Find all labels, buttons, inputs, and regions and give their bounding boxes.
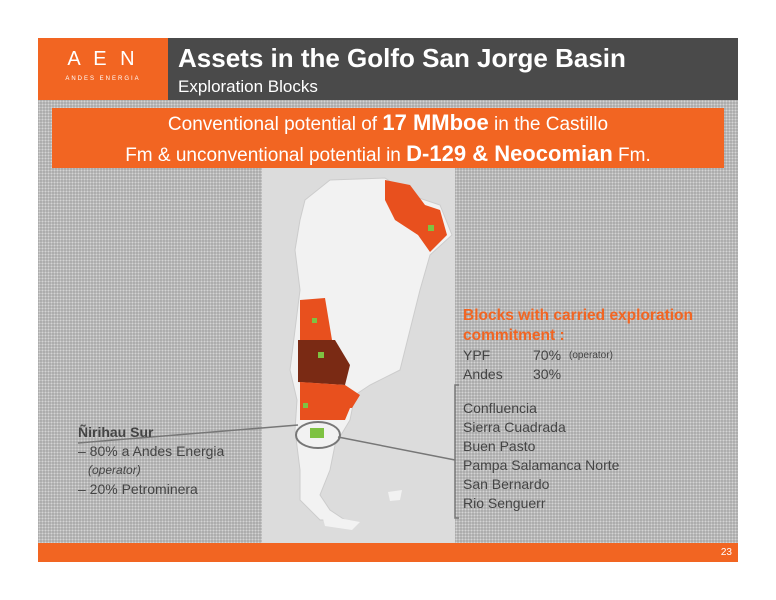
banner: Conventional potential of 17 MMboe in th… xyxy=(52,108,724,168)
blocks-heading: Blocks with carried exploration commitme… xyxy=(463,307,693,344)
header: Assets in the Golfo San Jorge Basin Expl… xyxy=(168,38,738,100)
block xyxy=(303,403,308,408)
partner-row: Andes 30% xyxy=(463,366,663,385)
logo: A E N ANDES ENERGIA xyxy=(38,38,168,100)
island xyxy=(322,515,360,530)
text: Fm & unconventional potential in xyxy=(125,145,407,166)
partner-cell: Andes xyxy=(463,366,503,382)
text: Fm. xyxy=(612,145,651,166)
leader xyxy=(77,424,299,444)
logo-letters: A E N xyxy=(67,48,139,70)
nirihau-line: (operator) xyxy=(88,463,141,477)
title: Assets in the Golfo San Jorge Basin xyxy=(178,43,626,73)
banner-line: Fm & unconventional potential in D-129 &… xyxy=(52,139,724,170)
block-name: Rio Senguerr xyxy=(463,495,546,511)
block xyxy=(312,318,317,323)
highlight: D-129 & Neocomian xyxy=(406,141,613,166)
block-name: San Bernardo xyxy=(463,476,550,492)
subtitle: Exploration Blocks xyxy=(178,77,318,96)
logo-name: ANDES ENERGIA xyxy=(65,76,141,82)
text: in the Castillo xyxy=(488,114,609,135)
nirihau-line: – 20% Petrominera xyxy=(78,481,198,497)
partner-cell: YPF xyxy=(463,347,491,363)
block-name: Confluencia xyxy=(463,400,537,416)
bracket xyxy=(454,384,459,519)
highlight: 17 MMboe xyxy=(382,110,489,135)
province xyxy=(385,180,447,252)
province xyxy=(298,340,350,385)
province xyxy=(300,382,360,408)
block-name: Pampa Salamanca Norte xyxy=(463,457,620,473)
province xyxy=(300,408,350,420)
partner-cell: 30% xyxy=(533,366,562,382)
partner-row: YPF 70% (operator) xyxy=(463,347,663,366)
highlight-ellipse xyxy=(295,421,341,449)
block xyxy=(428,225,434,231)
text: Conventional potential of xyxy=(167,114,383,135)
footer-bar: 23 xyxy=(38,543,738,562)
nirihau-name: Ñirihau Sur xyxy=(78,424,154,440)
block xyxy=(318,352,324,358)
leader xyxy=(337,436,456,461)
banner-line: Conventional potential of 17 MMboe in th… xyxy=(52,108,724,139)
nirihau-line: – 80% a Andes Energia xyxy=(78,443,225,459)
partner-cell: 70% xyxy=(533,347,562,363)
block-name: Sierra Cuadrada xyxy=(463,419,566,435)
island xyxy=(388,490,402,501)
partner-cell: (operator) xyxy=(569,350,613,361)
page-number: 23 xyxy=(720,547,732,558)
partners: YPF 70% (operator) Andes 30% xyxy=(463,347,663,385)
country xyxy=(289,177,453,521)
block-name: Buen Pasto xyxy=(463,438,536,454)
block xyxy=(310,428,324,438)
block-list: Confluencia Sierra Cuadrada Buen Pasto Pamp… xyxy=(463,400,619,514)
